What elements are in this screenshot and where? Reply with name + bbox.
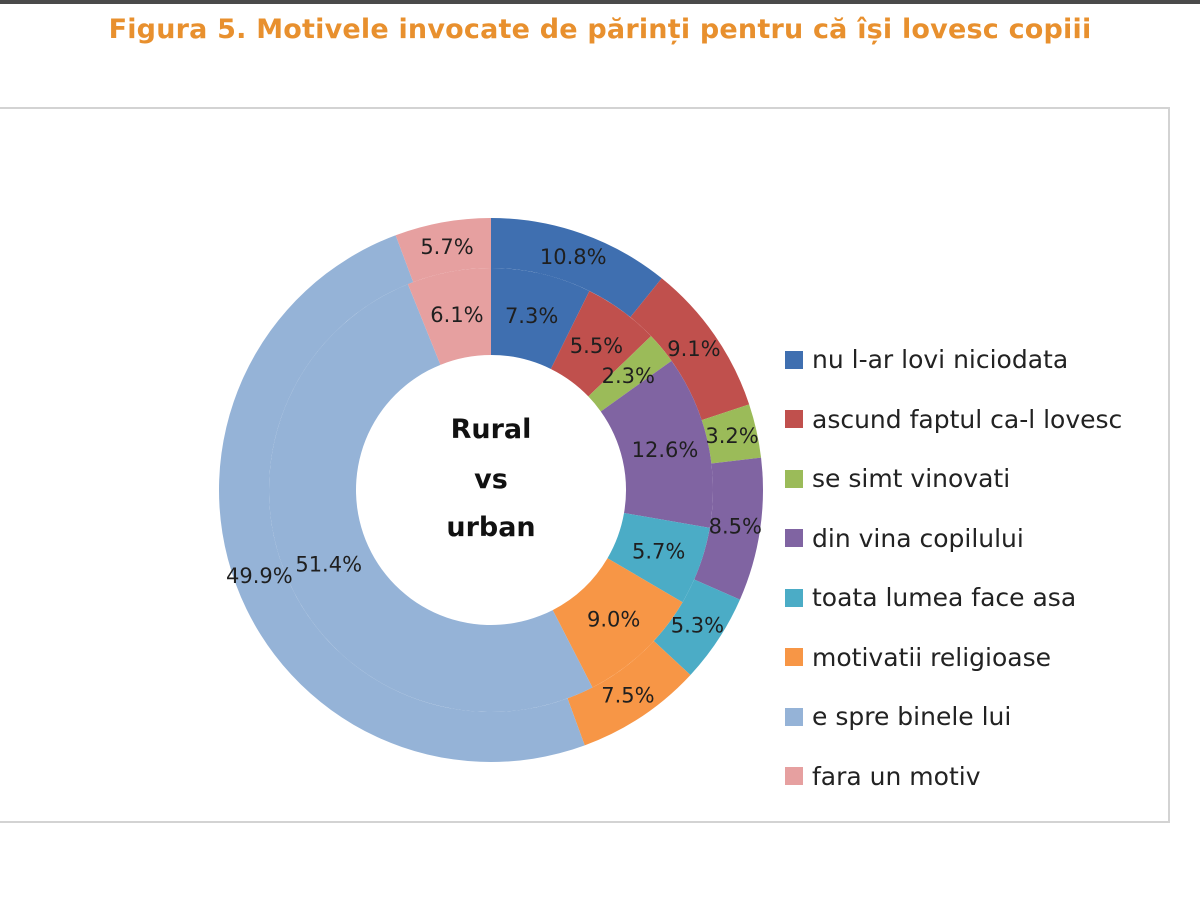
donut-segment-inner-4 xyxy=(607,513,710,603)
donut-label-outer-0: 10.8% xyxy=(540,245,607,269)
donut-segment-inner-7 xyxy=(407,268,491,365)
legend-swatch-3 xyxy=(785,529,803,548)
legend-item-6: e spre binele lui xyxy=(785,687,1122,747)
donut-segment-inner-2 xyxy=(588,336,672,412)
legend-label-4: toata lumea face asa xyxy=(812,583,1077,613)
legend-label-0: nu l-ar lovi niciodata xyxy=(812,345,1069,375)
donut-label-outer-1: 9.1% xyxy=(667,337,720,361)
donut-segment-outer-3 xyxy=(694,457,763,600)
legend-item-4: toata lumea face asa xyxy=(785,568,1122,628)
legend-item-1: ascund faptul ca-l lovesc xyxy=(785,390,1122,450)
donut-segment-outer-0 xyxy=(491,218,662,318)
legend-swatch-7 xyxy=(785,767,803,786)
donut-label-outer-7: 5.7% xyxy=(420,235,473,259)
donut-label-inner-5: 9.0% xyxy=(587,608,640,632)
legend-swatch-1 xyxy=(785,410,803,429)
legend-swatch-0 xyxy=(785,350,803,369)
donut-label-outer-5: 7.5% xyxy=(601,684,654,708)
donut-label-inner-1: 5.5% xyxy=(570,334,623,358)
donut-segment-inner-0 xyxy=(491,268,590,369)
legend-swatch-4 xyxy=(785,588,803,607)
donut-label-inner-7: 6.1% xyxy=(430,303,483,327)
donut-segment-inner-1 xyxy=(550,290,652,397)
legend-swatch-2 xyxy=(785,469,803,488)
legend-label-3: din vina copilului xyxy=(812,523,1024,553)
donut-label-inner-0: 7.3% xyxy=(505,304,558,328)
legend-swatch-5 xyxy=(785,648,803,667)
donut-labels: 10.8% 9.1% 3.2% 8.5% 5.3% 7.5% 49.9% 5.7% 7.3% 5.… xyxy=(226,235,762,708)
legend-item-7: fara un motiv xyxy=(785,747,1122,807)
top-strip xyxy=(0,0,1200,4)
legend-label-1: ascund faptul ca-l lovesc xyxy=(812,404,1123,434)
donut-label-inner-3: 12.6% xyxy=(632,438,699,462)
donut-segment-outer-6 xyxy=(218,235,585,763)
legend-item-5: motivatii religioase xyxy=(785,628,1122,688)
legend-item-0: nu l-ar lovi niciodata xyxy=(785,330,1122,390)
legend-item-3: din vina copilului xyxy=(785,509,1122,569)
donut-segment-inner-5 xyxy=(552,558,683,688)
donut-label-inner-4: 5.7% xyxy=(632,539,685,563)
legend-swatch-6 xyxy=(785,707,803,726)
donut-label-outer-6: 49.9% xyxy=(226,564,293,588)
legend-label-2: se simt vinovati xyxy=(812,464,1011,494)
legend-label-6: e spre binele lui xyxy=(812,702,1012,732)
legend-label-7: fara un motiv xyxy=(812,761,981,791)
chart-legend: nu l-ar lovi niciodata ascund faptul ca-l… xyxy=(785,330,1122,806)
donut-segment-outer-2 xyxy=(701,404,762,464)
center-label-line-2: vs xyxy=(474,464,508,495)
legend-label-5: motivatii religioase xyxy=(812,642,1051,672)
center-label-line-1: Rural xyxy=(451,414,532,445)
donut-segment-outer-1 xyxy=(630,278,750,421)
donut-segments xyxy=(218,218,763,763)
donut-segment-outer-4 xyxy=(653,579,740,675)
legend-item-2: se simt vinovati xyxy=(785,449,1122,509)
donut-label-outer-2: 3.2% xyxy=(705,424,758,448)
figure-title: Figura 5. Motivele invocate de părinți p… xyxy=(108,14,1092,45)
donut-label-outer-3: 8.5% xyxy=(709,514,762,538)
donut-label-inner-2: 2.3% xyxy=(602,364,655,388)
donut-label-outer-4: 5.3% xyxy=(671,614,724,638)
donut-segment-inner-6 xyxy=(269,284,593,712)
center-label-line-3: urban xyxy=(446,512,535,543)
donut-segment-outer-7 xyxy=(395,218,491,283)
donut-segment-outer-5 xyxy=(567,640,691,746)
donut-segment-inner-3 xyxy=(600,360,714,528)
donut-label-inner-6: 51.4% xyxy=(295,552,362,576)
